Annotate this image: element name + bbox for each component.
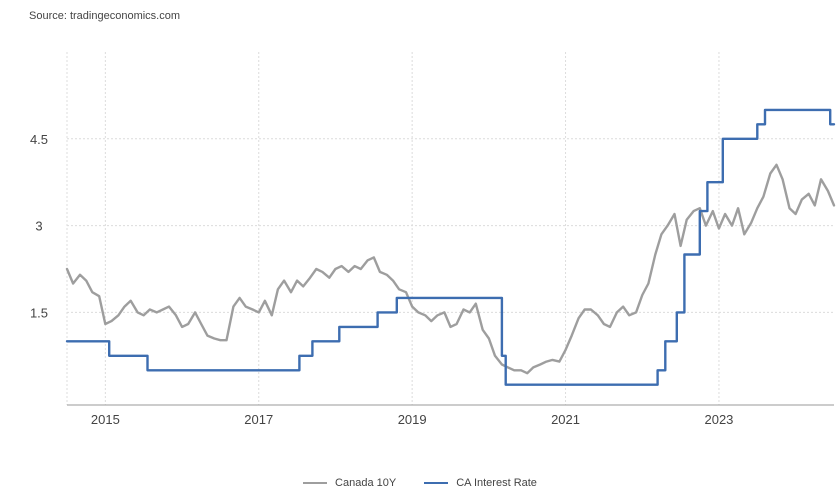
legend-label-canada-10y: Canada 10Y [335,477,397,489]
tick-labels: 2015 2017 2019 2021 2023 1.5 3 4.5 [30,132,733,427]
legend-swatch-ca-interest-rate [424,482,449,484]
legend-swatch-canada-10y [303,482,328,484]
y-tick-label: 4.5 [30,132,48,147]
legend-label-ca-interest-rate: CA Interest Rate [456,477,537,489]
legend: Canada 10Y CA Interest Rate [0,477,840,489]
series-line-ca-interest-rate [65,108,836,386]
y-tick-label: 3 [35,219,42,234]
series-line-canada-10y [65,163,836,375]
x-tick-label: 2019 [398,412,427,427]
x-tick-label: 2017 [244,412,273,427]
x-tick-label: 2021 [551,412,580,427]
line-chart: 2015 2017 2019 2021 2023 1.5 3 4.5 [30,52,836,427]
x-tick-label: 2023 [704,412,733,427]
x-tick-label: 2015 [91,412,120,427]
legend-item-ca-interest-rate[interactable]: CA Interest Rate [424,477,537,489]
y-tick-label: 1.5 [30,305,48,320]
legend-item-canada-10y[interactable]: Canada 10Y [303,477,396,489]
series-layer [65,108,836,386]
source-label: Source: tradingeconomics.com [29,10,181,22]
